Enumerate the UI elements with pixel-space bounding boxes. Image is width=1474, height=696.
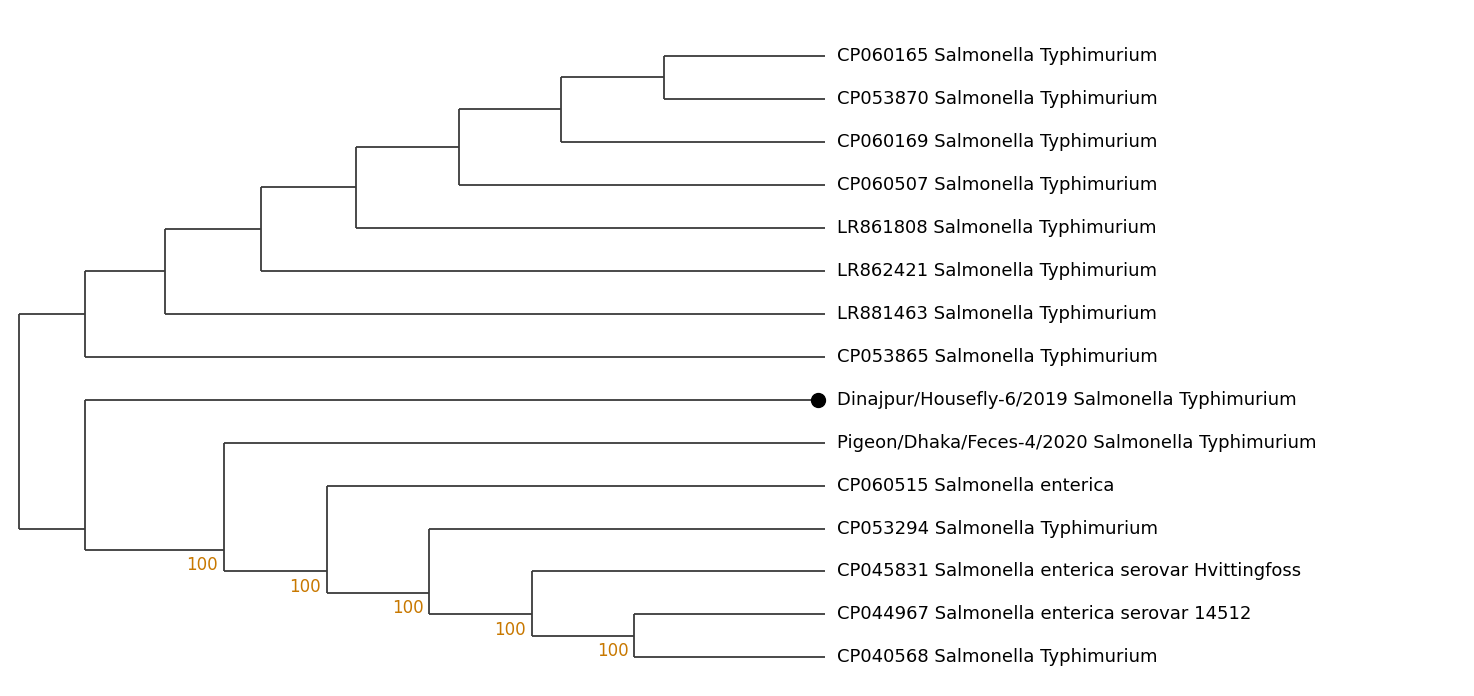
- Text: LR861808 Salmonella Typhimurium: LR861808 Salmonella Typhimurium: [837, 219, 1156, 237]
- Text: CP053294 Salmonella Typhimurium: CP053294 Salmonella Typhimurium: [837, 519, 1157, 537]
- Text: CP060169 Salmonella Typhimurium: CP060169 Salmonella Typhimurium: [837, 133, 1157, 151]
- Text: 100: 100: [289, 578, 321, 596]
- Text: CP060515 Salmonella enterica: CP060515 Salmonella enterica: [837, 477, 1114, 495]
- Text: CP053870 Salmonella Typhimurium: CP053870 Salmonella Typhimurium: [837, 90, 1157, 108]
- Text: CP053865 Salmonella Typhimurium: CP053865 Salmonella Typhimurium: [837, 347, 1157, 365]
- Text: 100: 100: [392, 599, 423, 617]
- Text: Dinajpur/Housefly-6/2019 Salmonella Typhimurium: Dinajpur/Housefly-6/2019 Salmonella Typh…: [837, 390, 1296, 409]
- Text: 100: 100: [187, 556, 218, 574]
- Text: LR881463 Salmonella Typhimurium: LR881463 Salmonella Typhimurium: [837, 305, 1157, 323]
- Text: LR862421 Salmonella Typhimurium: LR862421 Salmonella Typhimurium: [837, 262, 1157, 280]
- Text: 100: 100: [494, 621, 526, 639]
- Text: CP060165 Salmonella Typhimurium: CP060165 Salmonella Typhimurium: [837, 47, 1157, 65]
- Text: CP040568 Salmonella Typhimurium: CP040568 Salmonella Typhimurium: [837, 649, 1157, 667]
- Text: Pigeon/Dhaka/Feces-4/2020 Salmonella Typhimurium: Pigeon/Dhaka/Feces-4/2020 Salmonella Typ…: [837, 434, 1316, 452]
- Text: 100: 100: [597, 642, 628, 661]
- Text: CP044967 Salmonella enterica serovar 14512: CP044967 Salmonella enterica serovar 145…: [837, 606, 1251, 624]
- Text: CP045831 Salmonella enterica serovar Hvittingfoss: CP045831 Salmonella enterica serovar Hvi…: [837, 562, 1300, 580]
- Text: CP060507 Salmonella Typhimurium: CP060507 Salmonella Typhimurium: [837, 175, 1157, 193]
